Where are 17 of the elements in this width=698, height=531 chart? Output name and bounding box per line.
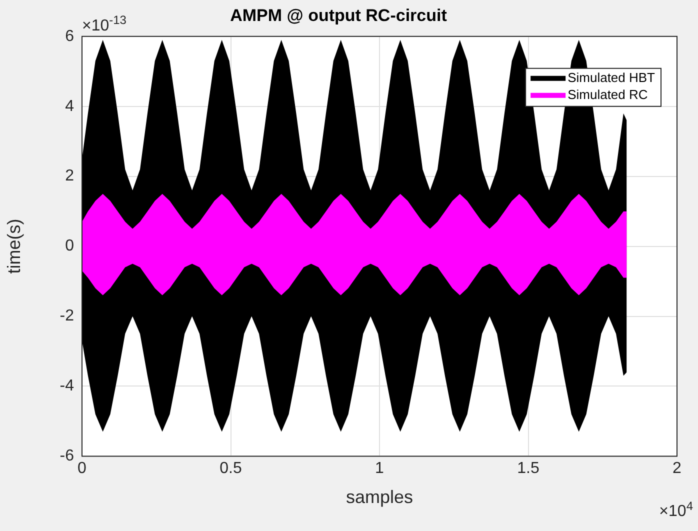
y-tick-label: 0 [65, 238, 74, 255]
legend-label: Simulated RC [568, 86, 648, 102]
x-tick-label: 0.5 [220, 460, 242, 478]
legend-label: Simulated HBT [568, 70, 656, 85]
y-axis-title: time(s) [4, 218, 24, 274]
x-tick-label: 1.5 [517, 460, 540, 478]
y-tick-label: -6 [60, 448, 74, 465]
y-tick-label: -4 [60, 378, 74, 395]
x-tick-label: 2 [672, 460, 682, 478]
x-axis-title: samples [346, 487, 414, 508]
y-tick-label: 2 [65, 168, 74, 185]
y-tick-label: 6 [65, 28, 74, 45]
y-tick-label: 4 [65, 98, 74, 115]
chart-title: AMPM @ output RC-circuit [230, 6, 448, 25]
x-tick-label: 0 [78, 460, 87, 478]
x-tick-label: 1 [375, 460, 384, 478]
y-tick-label: -2 [60, 308, 74, 325]
